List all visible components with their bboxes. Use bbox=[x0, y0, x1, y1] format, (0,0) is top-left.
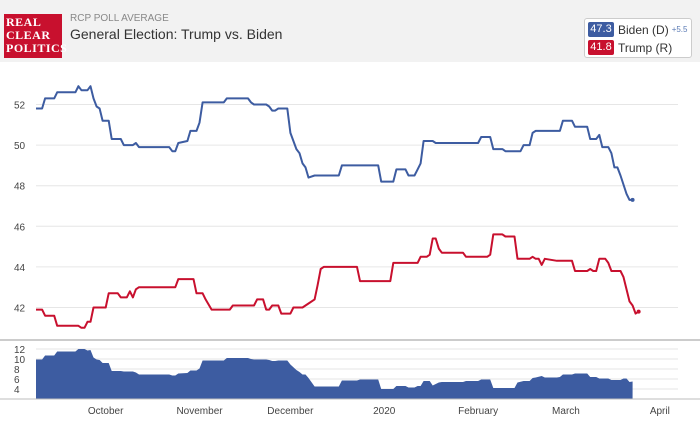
y-tick-label: 42 bbox=[14, 304, 26, 315]
legend-value-trump: 41.8 bbox=[588, 40, 614, 55]
y-tick-label: 48 bbox=[14, 182, 26, 193]
chart-area: 42 44 46 48 50 52 4 6 8 10 12 October November Decemb… bbox=[0, 62, 700, 422]
y-tick-label: 44 bbox=[14, 263, 26, 274]
legend-name-biden: Biden (D) bbox=[618, 22, 669, 37]
spread-tick-label: 10 bbox=[14, 355, 26, 366]
chart-title: General Election: Trump vs. Biden bbox=[70, 26, 283, 42]
spread-tick-label: 4 bbox=[14, 385, 20, 396]
x-tick-label: October bbox=[88, 406, 124, 417]
legend-item-trump[interactable]: 41.8 Trump (R) bbox=[588, 40, 672, 55]
series-end-point-biden bbox=[630, 197, 635, 202]
logo-line-1: REAL bbox=[6, 15, 42, 29]
y-tick-label: 50 bbox=[14, 141, 26, 152]
legend: 47.3 Biden (D) +5.5 41.8 Trump (R) bbox=[584, 18, 692, 58]
legend-item-biden[interactable]: 47.3 Biden (D) +5.5 bbox=[588, 22, 687, 37]
chart-subtitle: RCP POLL AVERAGE bbox=[70, 13, 169, 24]
legend-name-trump: Trump (R) bbox=[618, 40, 673, 55]
spread-tick-label: 6 bbox=[14, 375, 20, 386]
series-line-trump bbox=[36, 233, 640, 329]
rcp-logo[interactable]: REAL CLEAR POLITICS bbox=[4, 14, 68, 58]
legend-spread-biden: +5.5 bbox=[671, 25, 688, 34]
x-tick-label: November bbox=[176, 406, 223, 417]
x-tick-label: April bbox=[650, 406, 670, 417]
series-line-biden bbox=[36, 85, 633, 201]
x-tick-label: December bbox=[267, 406, 314, 417]
spread-tick-label: 8 bbox=[14, 365, 20, 376]
header: REAL CLEAR POLITICS RCP POLL AVERAGE Gen… bbox=[0, 0, 700, 62]
logo-line-2: CLEAR bbox=[6, 28, 51, 42]
spread-area bbox=[36, 349, 633, 399]
x-tick-label: 2020 bbox=[373, 406, 396, 417]
x-tick-label: February bbox=[458, 406, 498, 417]
legend-value-biden: 47.3 bbox=[588, 22, 614, 37]
series-end-point-trump bbox=[636, 309, 641, 314]
x-tick-label: March bbox=[552, 406, 580, 417]
spread-tick-label: 12 bbox=[14, 345, 26, 356]
logo-line-3: POLITICS bbox=[6, 41, 68, 55]
y-tick-label: 52 bbox=[14, 100, 26, 111]
y-tick-label: 46 bbox=[14, 222, 26, 233]
